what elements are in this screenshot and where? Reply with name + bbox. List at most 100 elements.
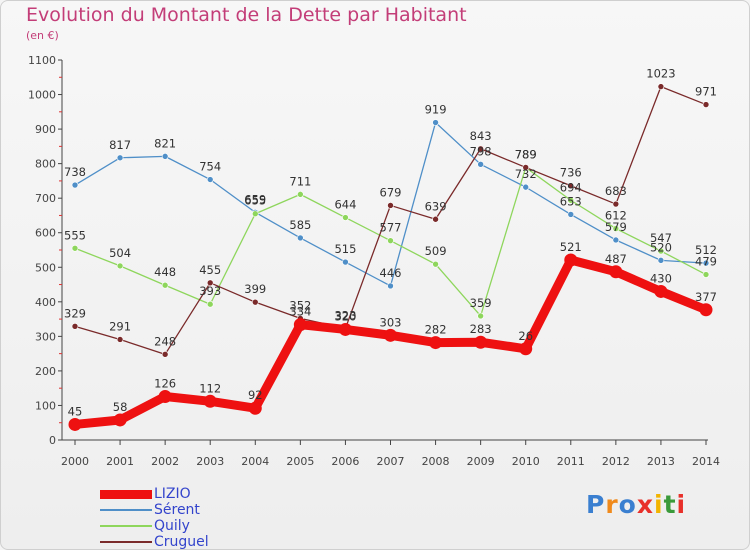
- x-tick-label: 2007: [377, 455, 405, 468]
- data-point: [657, 257, 665, 264]
- data-label: 679: [380, 185, 402, 199]
- y-tick-label: 700: [35, 192, 56, 205]
- legend-swatch: [100, 509, 152, 511]
- data-point: [387, 282, 394, 290]
- data-label: 352: [289, 298, 311, 312]
- data-point: [71, 244, 79, 252]
- data-label: 732: [515, 167, 537, 181]
- data-point: [342, 214, 349, 221]
- data-label: 694: [560, 180, 582, 194]
- data-point: [432, 119, 439, 126]
- data-point: [609, 265, 623, 279]
- data-label: 789: [515, 147, 537, 161]
- data-point: [338, 322, 352, 336]
- y-tick-label: 100: [35, 399, 56, 412]
- data-point: [248, 401, 262, 415]
- data-point: [206, 279, 214, 287]
- data-point: [702, 101, 710, 108]
- data-point: [297, 234, 304, 242]
- data-point: [71, 181, 79, 189]
- x-tick-label: 2008: [422, 455, 450, 468]
- data-label: 521: [560, 240, 582, 254]
- data-point: [387, 202, 394, 209]
- x-tick-label: 2002: [151, 455, 179, 468]
- data-label: 843: [470, 129, 492, 143]
- data-point: [522, 183, 530, 191]
- data-label: 555: [64, 228, 86, 242]
- data-label: 738: [64, 165, 86, 179]
- data-point: [612, 225, 620, 232]
- x-tick-label: 2014: [692, 455, 720, 468]
- data-point: [113, 413, 127, 427]
- legend-item-lizio: LIZIO: [100, 486, 300, 502]
- data-label: 754: [199, 160, 221, 174]
- data-point: [567, 196, 575, 204]
- x-tick-label: 2000: [61, 455, 89, 468]
- data-label: 26: [518, 329, 533, 343]
- data-label: 399: [244, 282, 266, 296]
- y-tick-label: 200: [35, 365, 56, 378]
- data-point: [297, 191, 304, 198]
- data-label: 377: [695, 290, 717, 304]
- data-point: [432, 260, 439, 268]
- x-tick-label: 2013: [647, 455, 675, 468]
- data-label: 448: [154, 265, 176, 279]
- data-label: 515: [334, 242, 356, 256]
- chart-subtitle: (en €): [26, 29, 59, 42]
- data-point: [477, 312, 484, 320]
- data-label: 248: [154, 334, 176, 348]
- data-label: 126: [154, 376, 176, 390]
- data-label: 504: [109, 246, 131, 260]
- x-tick-label: 2012: [602, 455, 630, 468]
- data-point: [699, 303, 713, 317]
- data-label: 291: [109, 319, 131, 333]
- data-label: 577: [380, 221, 402, 235]
- data-label: 58: [113, 400, 128, 414]
- data-label: 303: [380, 315, 402, 329]
- y-tick-label: 400: [35, 296, 56, 309]
- data-label: 547: [650, 231, 672, 245]
- data-point: [432, 215, 439, 223]
- data-point: [251, 210, 259, 218]
- data-point: [71, 323, 79, 330]
- data-point: [657, 247, 665, 255]
- proxiti-logo: Proxiti: [586, 490, 687, 519]
- data-label: 821: [154, 136, 176, 150]
- data-point: [477, 161, 484, 168]
- data-point: [384, 328, 397, 342]
- data-label: 971: [695, 85, 717, 99]
- y-tick-label: 900: [35, 123, 56, 136]
- chart-title: Evolution du Montant de la Dette par Hab…: [26, 4, 467, 26]
- data-label: 579: [605, 220, 627, 234]
- data-label: 282: [425, 323, 447, 337]
- data-label: 487: [605, 252, 627, 266]
- data-label: 639: [425, 199, 447, 213]
- data-label: 585: [289, 218, 311, 232]
- legend-label: LIZIO: [154, 486, 191, 502]
- data-point: [702, 271, 710, 278]
- data-point: [161, 351, 169, 358]
- data-label: 329: [64, 306, 86, 320]
- x-tick-label: 2006: [331, 455, 359, 468]
- data-point: [564, 253, 578, 267]
- data-point: [251, 298, 259, 306]
- y-tick-label: 800: [35, 158, 56, 171]
- data-label: 323: [334, 308, 356, 322]
- x-tick-label: 2004: [241, 455, 269, 468]
- data-label: 509: [425, 244, 447, 258]
- data-point: [522, 164, 530, 171]
- data-point: [116, 262, 124, 270]
- y-tick-label: 300: [35, 330, 56, 343]
- data-point: [474, 335, 488, 349]
- legend-label: Sérent: [154, 502, 200, 518]
- legend-item-quily: Quily: [100, 518, 300, 534]
- data-label: 455: [199, 263, 221, 277]
- data-label: 653: [560, 194, 582, 208]
- data-label: 520: [650, 240, 672, 254]
- data-label: 112: [199, 381, 221, 395]
- data-label: 683: [605, 184, 627, 198]
- legend-label: Cruguel: [154, 534, 209, 550]
- data-point: [206, 300, 214, 308]
- data-label: 798: [470, 144, 492, 158]
